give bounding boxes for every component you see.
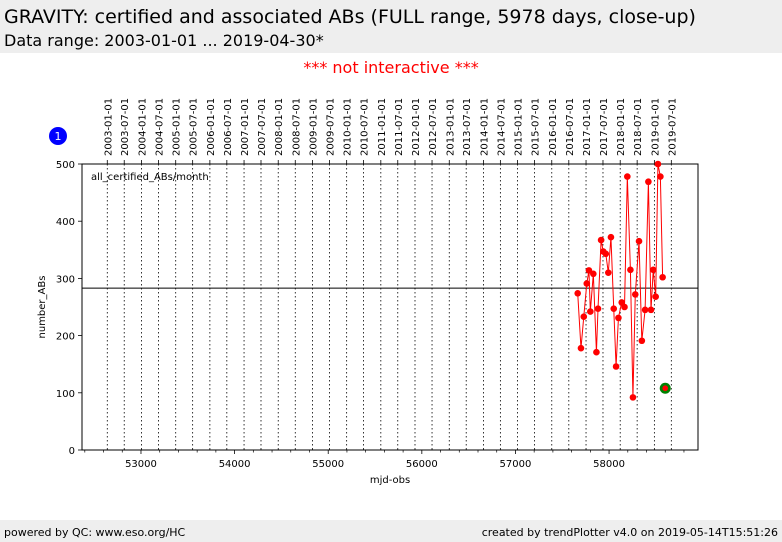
badge-label[interactable]: 1 <box>55 130 62 143</box>
top-date-label: 2015-01-01 <box>514 98 525 156</box>
data-point <box>629 394 637 401</box>
data-point <box>621 303 628 311</box>
x-tick-label: 53000 <box>125 459 157 470</box>
x-tick-label: 55000 <box>312 459 344 470</box>
data-point <box>610 305 618 313</box>
y-tick-label: 500 <box>56 160 75 171</box>
top-date-label: 2007-07-01 <box>257 98 268 156</box>
y-tick-label: 100 <box>56 389 75 400</box>
data-point <box>574 289 582 297</box>
data-point <box>641 306 649 314</box>
badge-circle[interactable] <box>49 127 67 145</box>
x-tick-label: 54000 <box>219 459 251 470</box>
data-point <box>654 160 662 168</box>
top-date-label: 2009-01-01 <box>308 98 319 156</box>
y-tick-label: 200 <box>56 332 75 343</box>
top-date-label: 2004-01-01 <box>137 98 148 156</box>
data-point <box>607 233 615 241</box>
footer-created-by: created by trendPlotter v4.0 on 2019-05-… <box>481 526 778 539</box>
data-point <box>638 337 646 345</box>
data-point <box>615 314 622 322</box>
data-point <box>652 293 659 301</box>
data-point <box>631 291 639 298</box>
top-date-label: 2010-01-01 <box>343 98 354 156</box>
top-date-label: 2006-01-01 <box>206 98 217 156</box>
top-date-label: 2004-07-01 <box>154 98 165 156</box>
plot-frame <box>81 163 699 451</box>
top-date-label: 2019-07-01 <box>667 98 678 156</box>
data-point <box>627 266 634 274</box>
top-date-label: 2011-01-01 <box>377 98 388 156</box>
top-date-label: 2013-07-01 <box>462 98 473 156</box>
data-point <box>645 178 652 186</box>
data-point <box>593 348 600 356</box>
top-date-label: 2017-01-01 <box>582 98 593 156</box>
top-date-label: 2005-01-01 <box>172 98 183 156</box>
last-data-point-core <box>662 385 669 392</box>
top-date-label: 2016-07-01 <box>565 98 576 156</box>
top-date-label: 2003-01-01 <box>103 98 114 156</box>
data-point <box>605 269 612 276</box>
top-date-label: 2013-01-01 <box>445 98 456 156</box>
top-date-label: 2008-07-01 <box>291 98 302 156</box>
top-date-label: 2008-01-01 <box>274 98 285 156</box>
top-date-label: 2009-07-01 <box>325 98 336 156</box>
data-point <box>649 266 657 274</box>
data-point <box>602 250 610 258</box>
top-date-label: 2016-01-01 <box>548 98 559 156</box>
top-date-label: 2018-07-01 <box>633 98 644 156</box>
top-date-label: 2007-01-01 <box>240 98 251 156</box>
data-point <box>597 236 605 244</box>
data-point <box>657 173 664 180</box>
x-tick-label: 58000 <box>593 459 625 470</box>
y-tick-label: 0 <box>69 446 75 457</box>
top-date-label: 2005-07-01 <box>189 98 200 156</box>
data-point <box>635 237 643 245</box>
header-band <box>0 0 782 53</box>
data-point <box>583 280 591 287</box>
top-date-label: 2011-07-01 <box>394 98 405 156</box>
data-point <box>624 173 631 180</box>
data-point <box>577 344 585 352</box>
y-tick-label: 400 <box>56 217 75 228</box>
top-date-label: 2012-07-01 <box>428 98 439 156</box>
y-tick-label: 300 <box>56 274 75 285</box>
top-date-label: 2010-07-01 <box>360 98 371 156</box>
badge-1[interactable]: 1 <box>49 127 67 145</box>
top-date-label: 2015-07-01 <box>531 98 542 156</box>
x-tick-label: 56000 <box>406 459 438 470</box>
footer-powered-by: powered by QC: www.eso.org/HC <box>4 526 186 539</box>
data-point <box>580 313 588 321</box>
footer-band <box>0 520 782 542</box>
top-date-label: 2006-07-01 <box>223 98 234 156</box>
top-date-label: 2019-01-01 <box>650 98 661 156</box>
top-date-label: 2003-07-01 <box>120 98 131 156</box>
not-interactive-notice: *** not interactive *** <box>303 58 479 77</box>
top-date-label: 2017-07-01 <box>599 98 610 156</box>
data-point <box>647 306 655 314</box>
page-title: GRAVITY: certified and associated ABs (F… <box>4 6 696 28</box>
top-date-label: 2018-01-01 <box>616 98 627 156</box>
top-date-label: 2014-07-01 <box>496 98 507 156</box>
data-point <box>659 273 666 281</box>
x-axis-label: mjd-obs <box>370 475 410 486</box>
data-range-subtitle: Data range: 2003-01-01 ... 2019-04-30* <box>4 31 324 50</box>
data-point <box>594 305 602 313</box>
y-axis-label: number_ABs <box>37 276 48 339</box>
data-point <box>587 308 594 315</box>
top-date-label: 2012-01-01 <box>411 98 422 156</box>
series-name-label: all_certified_ABs/month <box>91 172 209 183</box>
x-tick-label: 57000 <box>500 459 532 470</box>
data-point <box>590 270 597 278</box>
top-date-label: 2014-01-01 <box>479 98 490 156</box>
data-point <box>612 363 620 370</box>
